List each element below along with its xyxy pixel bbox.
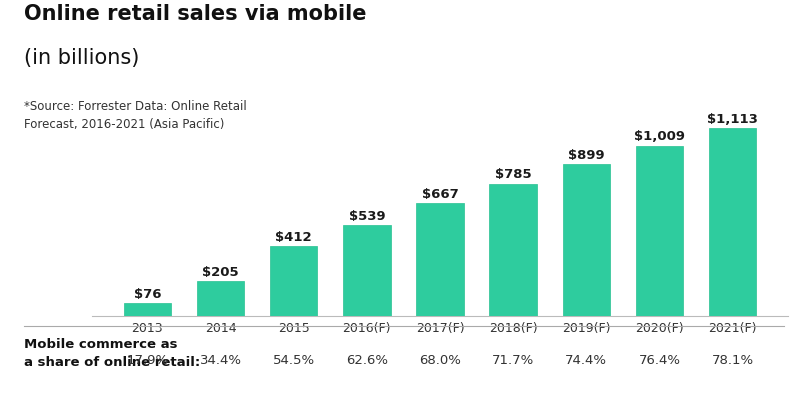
Text: Mobile commerce as
a share of online retail:: Mobile commerce as a share of online ret… [24, 338, 200, 369]
Text: 71.7%: 71.7% [492, 354, 534, 367]
Text: $205: $205 [202, 266, 239, 279]
Text: 54.5%: 54.5% [273, 354, 314, 367]
Text: $899: $899 [568, 149, 605, 162]
Bar [636, 146, 683, 316]
Text: $667: $667 [422, 188, 458, 201]
Bar [343, 225, 390, 316]
Text: 78.1%: 78.1% [711, 354, 754, 367]
Text: 17.9%: 17.9% [126, 354, 169, 367]
Text: 62.6%: 62.6% [346, 354, 388, 367]
Bar [197, 282, 244, 316]
Text: $785: $785 [495, 168, 531, 181]
Text: 34.4%: 34.4% [199, 354, 242, 367]
Text: 74.4%: 74.4% [566, 354, 607, 367]
Text: Online retail sales via mobile: Online retail sales via mobile [24, 4, 366, 24]
Bar [562, 164, 610, 316]
Text: 68.0%: 68.0% [419, 354, 461, 367]
Bar [124, 303, 171, 316]
Bar [709, 128, 756, 316]
Text: (in billions): (in billions) [24, 48, 139, 68]
Text: $539: $539 [349, 210, 385, 222]
Bar [270, 246, 318, 316]
Text: $76: $76 [134, 288, 161, 301]
Text: $1,009: $1,009 [634, 130, 685, 143]
Text: $1,113: $1,113 [707, 113, 758, 126]
Bar [416, 204, 464, 316]
Text: $412: $412 [275, 231, 312, 244]
Text: *Source: Forrester Data: Online Retail
Forecast, 2016-2021 (Asia Pacific): *Source: Forrester Data: Online Retail F… [24, 100, 246, 131]
Text: 76.4%: 76.4% [638, 354, 681, 367]
Bar [490, 184, 537, 316]
